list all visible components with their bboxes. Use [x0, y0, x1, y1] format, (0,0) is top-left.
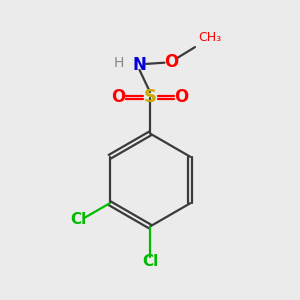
Text: O: O [174, 88, 189, 106]
Text: H: H [113, 56, 124, 70]
Text: Cl: Cl [142, 254, 158, 269]
Text: O: O [164, 53, 178, 71]
Text: N: N [133, 56, 146, 74]
Text: O: O [111, 88, 126, 106]
Text: S: S [143, 88, 157, 106]
Text: Cl: Cl [70, 212, 86, 227]
Text: CH₃: CH₃ [198, 31, 221, 44]
